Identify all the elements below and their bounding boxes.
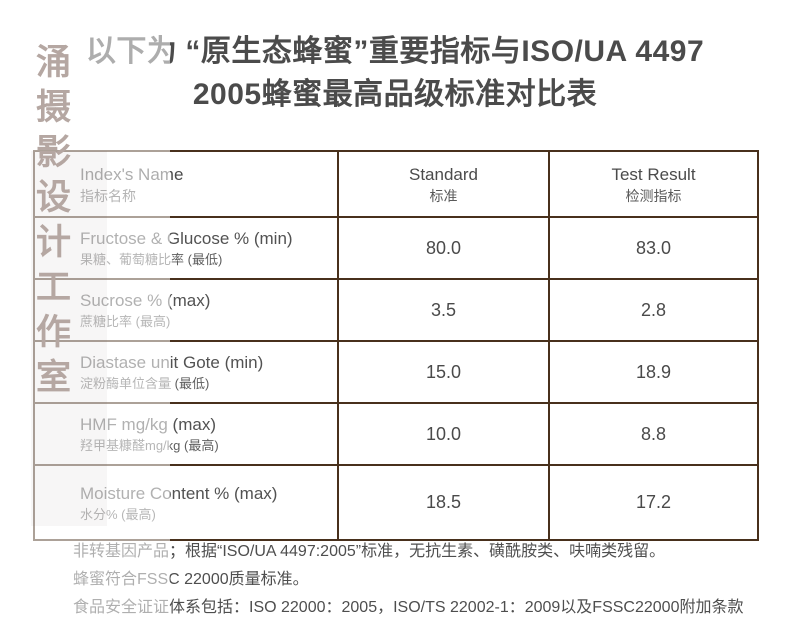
footnote-line: 蜂蜜符合FSSC 22000质量标准。 bbox=[73, 571, 309, 588]
result-value: 2.8 bbox=[640, 299, 667, 320]
result-value-cell: 2.8 bbox=[548, 278, 759, 342]
title-main: “原生态蜂蜜”重要指标与ISO/UA 4497 bbox=[185, 35, 705, 68]
table-row: Sucrose % (max) 蔗糖比率 (最高) 3.5 2.8 bbox=[33, 278, 759, 342]
header-index-name-en: Index's Name bbox=[80, 164, 184, 184]
header-standard: Standard 标准 bbox=[337, 150, 550, 218]
standard-value: 3.5 bbox=[430, 299, 457, 320]
footnote-line: 非转基因产品；根据“ISO/UA 4497:2005”标准，无抗生素、磺酰胺类、… bbox=[73, 543, 666, 560]
comparison-table: Index's Name 指标名称 Standard 标准 Test Resul… bbox=[33, 150, 759, 541]
result-value-cell: 18.9 bbox=[548, 340, 759, 404]
standard-value: 80.0 bbox=[425, 237, 462, 258]
indicator-name-en: Moisture Content % (max) bbox=[80, 483, 278, 503]
table-row: HMF mg/kg (max) 羟甲基糠醛mg/kg (最高) 10.0 8.8 bbox=[33, 402, 759, 466]
footnotes: 非转基因产品；根据“ISO/UA 4497:2005”标准，无抗生素、磺酰胺类、… bbox=[73, 538, 743, 622]
standard-value: 10.0 bbox=[425, 423, 462, 444]
indicator-name-cell: Fructose & Glucose % (min) 果糖、葡萄糖比率 (最低) bbox=[33, 216, 339, 280]
indicator-name-cn: 果糖、葡萄糖比率 (最低) bbox=[80, 252, 223, 267]
indicator-name-cell: Moisture Content % (max) 水分% (最高) bbox=[33, 464, 339, 541]
standard-value-cell: 10.0 bbox=[337, 402, 550, 466]
result-value-cell: 83.0 bbox=[548, 216, 759, 280]
result-value-cell: 17.2 bbox=[548, 464, 759, 541]
indicator-name-cn: 蔗糖比率 (最高) bbox=[80, 314, 171, 329]
indicator-name-cell: Sucrose % (max) 蔗糖比率 (最高) bbox=[33, 278, 339, 342]
header-test-result-en: Test Result bbox=[611, 164, 696, 184]
indicator-name-en: Fructose & Glucose % (min) bbox=[80, 229, 293, 248]
header-index-name: Index's Name 指标名称 bbox=[33, 150, 339, 218]
indicator-name-en: HMF mg/kg (max) bbox=[80, 415, 216, 434]
title-line-1: 以下为 “原生态蜂蜜”重要指标与ISO/UA 4497 bbox=[0, 30, 790, 73]
table-row: Fructose & Glucose % (min) 果糖、葡萄糖比率 (最低)… bbox=[33, 216, 759, 280]
header-test-result: Test Result 检测指标 bbox=[548, 150, 759, 218]
result-value: 17.2 bbox=[635, 492, 672, 512]
page-title: 以下为 “原生态蜂蜜”重要指标与ISO/UA 4497 2005蜂蜜最高品级标准对… bbox=[0, 30, 790, 116]
indicator-name-en: Sucrose % (max) bbox=[80, 291, 211, 310]
result-value: 83.0 bbox=[635, 237, 672, 258]
indicator-name-cn: 水分% (最高) bbox=[80, 506, 156, 522]
table-row: Diastase unit Gote (min) 淀粉酶单位含量 (最低) 15… bbox=[33, 340, 759, 404]
standard-value-cell: 18.5 bbox=[337, 464, 550, 541]
title-line-2: 2005蜂蜜最高品级标准对比表 bbox=[192, 78, 598, 111]
standard-value-cell: 80.0 bbox=[337, 216, 550, 280]
header-standard-cn: 标准 bbox=[429, 187, 458, 204]
result-value-cell: 8.8 bbox=[548, 402, 759, 466]
indicator-name-cell: HMF mg/kg (max) 羟甲基糠醛mg/kg (最高) bbox=[33, 402, 339, 466]
result-value: 18.9 bbox=[635, 361, 672, 382]
table-row: Moisture Content % (max) 水分% (最高) 18.5 1… bbox=[33, 464, 759, 541]
indicator-name-en: Diastase unit Gote (min) bbox=[80, 353, 264, 372]
standard-value-cell: 3.5 bbox=[337, 278, 550, 342]
header-standard-en: Standard bbox=[409, 164, 478, 184]
indicator-name-cn: 羟甲基糠醛mg/kg (最高) bbox=[80, 438, 219, 453]
result-value: 8.8 bbox=[640, 423, 667, 444]
standard-value: 18.5 bbox=[425, 492, 462, 512]
footnote-line: 食品安全证证体系包括：ISO 22000：2005，ISO/TS 22002-1… bbox=[73, 599, 744, 616]
indicator-name-cn: 淀粉酶单位含量 (最低) bbox=[80, 376, 210, 391]
title-prefix: 以下为 bbox=[85, 35, 178, 68]
header-index-name-cn: 指标名称 bbox=[80, 187, 136, 204]
standard-value-cell: 15.0 bbox=[337, 340, 550, 404]
indicator-name-cell: Diastase unit Gote (min) 淀粉酶单位含量 (最低) bbox=[33, 340, 339, 404]
standard-value: 15.0 bbox=[425, 361, 462, 382]
table-header-row: Index's Name 指标名称 Standard 标准 Test Resul… bbox=[33, 150, 759, 218]
header-test-result-cn: 检测指标 bbox=[625, 187, 682, 204]
